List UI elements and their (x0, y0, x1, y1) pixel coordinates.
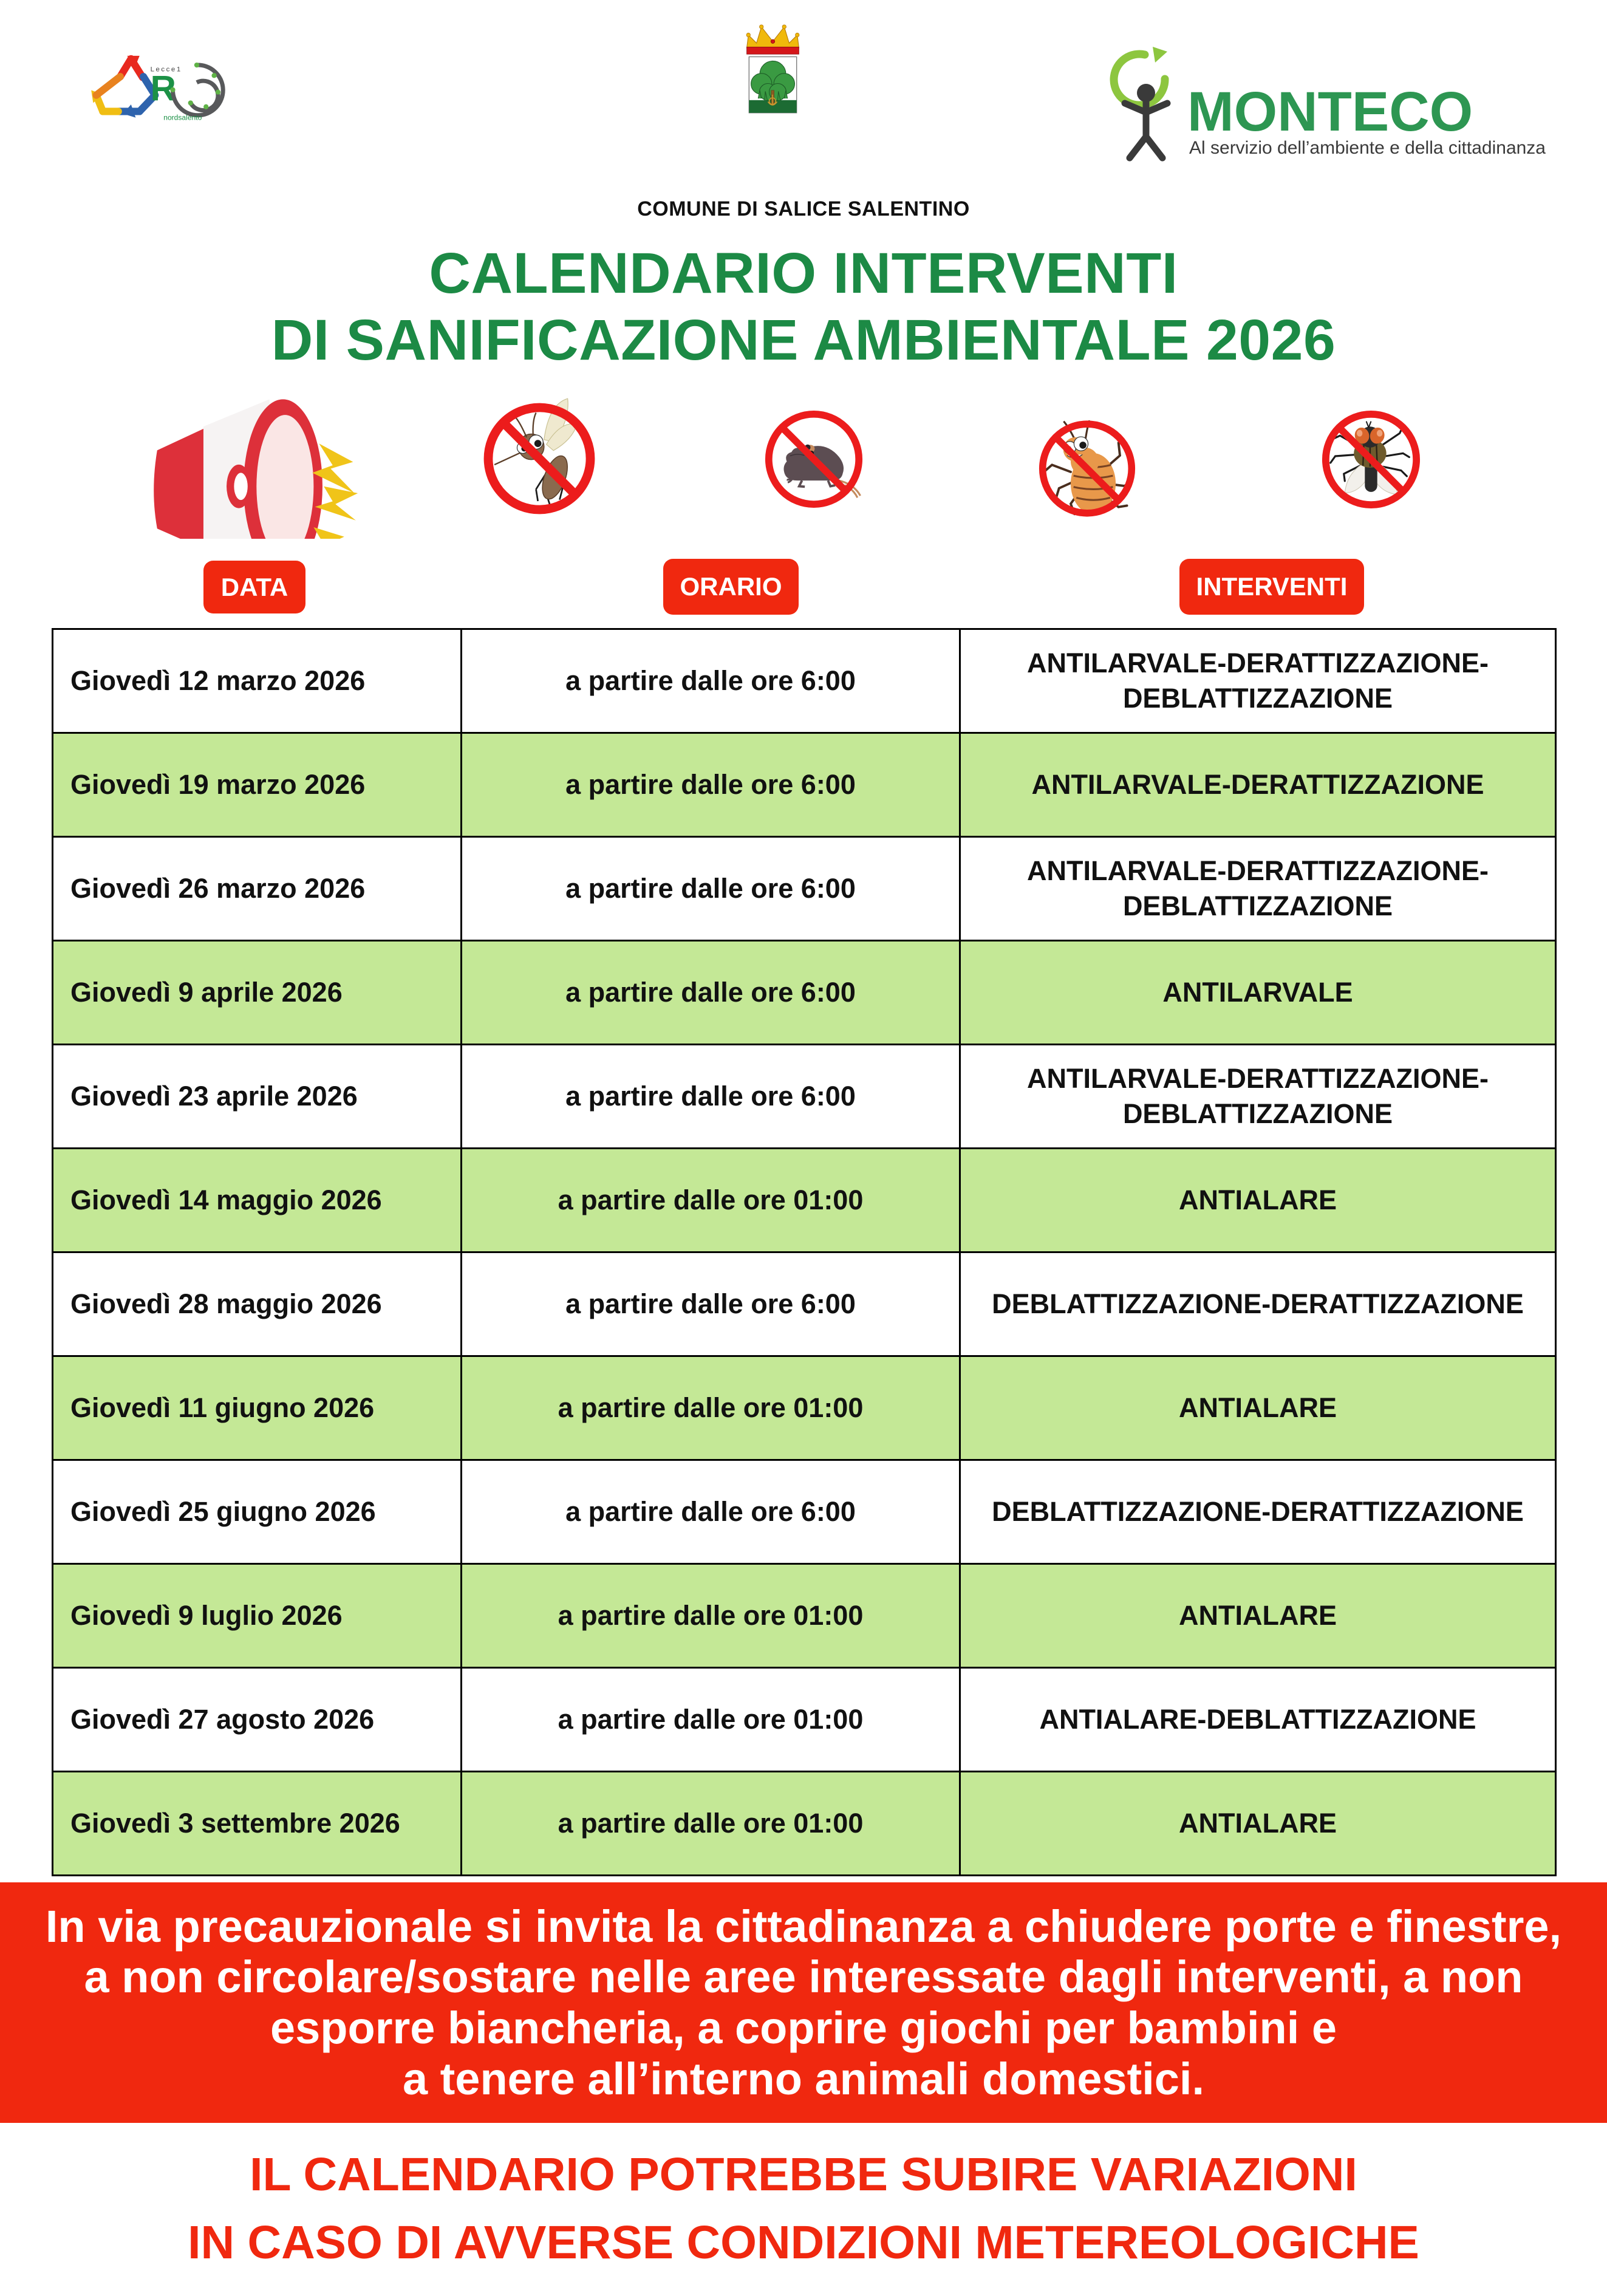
svg-text:MONTECO: MONTECO (1187, 81, 1473, 143)
svg-text:Al servizio dell’ambiente e de: Al servizio dell’ambiente e della cittad… (1189, 138, 1546, 158)
svg-text:nordsalento: nordsalento (163, 113, 202, 121)
